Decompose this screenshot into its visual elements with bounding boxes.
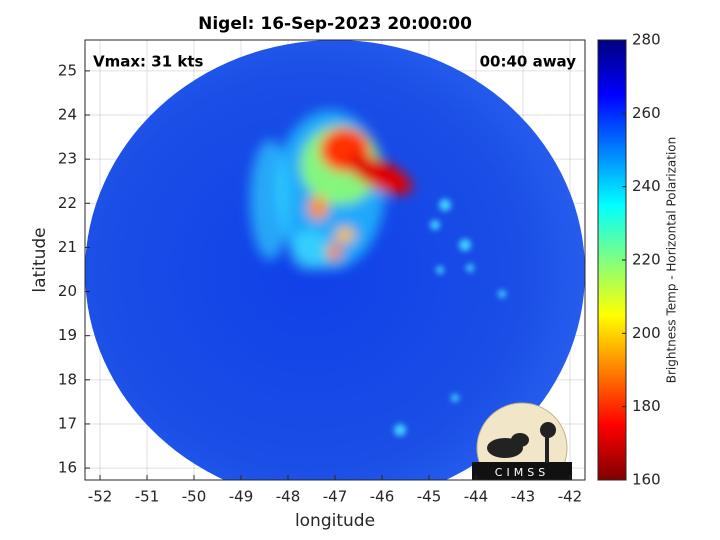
- x-tick-label: -46: [370, 488, 395, 506]
- colorbar-tick-label: 180: [632, 397, 661, 415]
- annotation: 00:40 away: [480, 53, 577, 71]
- y-tick-label: 24: [58, 106, 77, 124]
- chart-title: Nigel: 16-Sep-2023 20:00:00: [198, 14, 472, 34]
- colorbar-tick-label: 240: [632, 177, 661, 195]
- y-tick-label: 20: [58, 282, 77, 300]
- colorbar-tick-label: 260: [632, 104, 661, 122]
- x-tick-label: -52: [88, 488, 113, 506]
- colorbar-tick-label: 280: [632, 31, 661, 49]
- x-tick-label: -47: [323, 488, 348, 506]
- logo: CIMSS: [472, 402, 572, 480]
- y-axis-label: latitude: [30, 227, 50, 292]
- y-tick-label: 16: [58, 459, 77, 477]
- image: CIMSS: [85, 40, 585, 480]
- x-tick-label: -43: [511, 488, 536, 506]
- logo-text: CIMSS: [495, 466, 549, 479]
- x-tick-label: -45: [417, 488, 442, 506]
- x-tick-label: -51: [135, 488, 160, 506]
- colorbar-tick-label: 220: [632, 251, 661, 269]
- x-tick-label: -42: [558, 488, 583, 506]
- colorbar-label: Brightness Temp - Horizontal Polarizatio…: [665, 137, 679, 384]
- colorbar-tick-label: 160: [632, 471, 661, 489]
- y-tick-label: 23: [58, 150, 77, 168]
- annotation: Vmax: 31 kts: [93, 53, 203, 71]
- x-tick-label: -49: [229, 488, 254, 506]
- x-tick-label: -50: [182, 488, 207, 506]
- y-tick-label: 17: [58, 414, 77, 432]
- y-tick-label: 25: [58, 61, 77, 79]
- colorbar: [597, 39, 627, 481]
- y-tick-label: 21: [58, 238, 77, 256]
- y-tick-label: 18: [58, 370, 77, 388]
- y-tick-label: 19: [58, 326, 77, 344]
- x-tick-label: -44: [464, 488, 489, 506]
- colorbar-tick-label: 200: [632, 324, 661, 342]
- y-tick-label: 22: [58, 194, 77, 212]
- x-tick-label: -48: [276, 488, 301, 506]
- x-axis-label: longitude: [295, 511, 375, 531]
